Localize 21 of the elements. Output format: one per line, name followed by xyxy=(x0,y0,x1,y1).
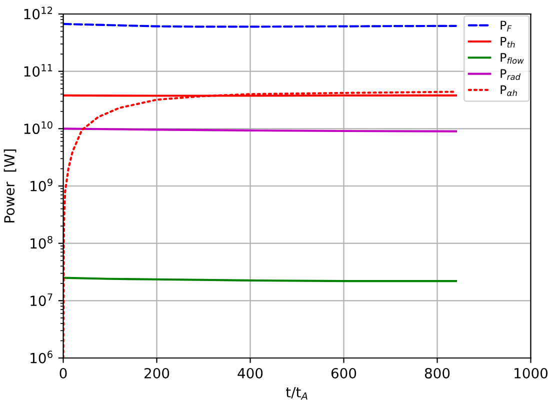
x-tick-label: 200 xyxy=(144,368,170,378)
legend-label: P$_{flow}$ xyxy=(500,53,524,64)
legend-label: P$_{αh}$ xyxy=(500,85,517,96)
legend-label: P$_{F}$ xyxy=(500,20,512,32)
x-tick-label: 400 xyxy=(238,368,263,378)
y-tick-label: 10$^{6}$ xyxy=(30,350,52,364)
y-tick-label: 10$^{9}$ xyxy=(30,178,52,192)
y-tick-label: 10$^{10}$ xyxy=(24,121,52,134)
x-tick-label: 1000 xyxy=(514,368,548,378)
x-tick-label: 0 xyxy=(60,368,67,378)
y-tick-label: 10$^{12}$ xyxy=(24,6,52,20)
y-tick-label: 10$^{11}$ xyxy=(24,64,52,77)
y-tick-label: 10$^{7}$ xyxy=(30,293,52,306)
x-tick-label: 800 xyxy=(424,368,450,378)
legend-label: P$_{rad}$ xyxy=(500,69,521,80)
x-tick-label: 600 xyxy=(331,368,356,378)
legend-label: P$_{th}$ xyxy=(500,36,515,48)
line-series xyxy=(63,90,457,358)
y-axis-title: Power [W] xyxy=(4,150,16,222)
x-axis-title: t/t$_{A}$ xyxy=(286,387,308,400)
y-tick-label: 10$^{8}$ xyxy=(30,236,52,249)
